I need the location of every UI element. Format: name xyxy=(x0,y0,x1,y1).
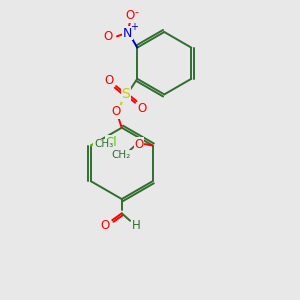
Text: CH₂: CH₂ xyxy=(112,150,131,161)
Text: O: O xyxy=(125,9,135,22)
Text: CH₃: CH₃ xyxy=(94,139,113,149)
Text: H: H xyxy=(132,219,140,232)
Text: S: S xyxy=(121,87,130,101)
Text: O: O xyxy=(100,219,110,232)
Text: O: O xyxy=(138,102,147,115)
Text: -: - xyxy=(135,7,139,17)
Text: N: N xyxy=(123,27,132,40)
Text: O: O xyxy=(103,30,113,43)
Text: O: O xyxy=(104,74,114,87)
Text: +: + xyxy=(130,22,138,32)
Text: O: O xyxy=(112,105,121,118)
Text: O: O xyxy=(134,138,144,151)
Text: Cl: Cl xyxy=(105,136,117,149)
